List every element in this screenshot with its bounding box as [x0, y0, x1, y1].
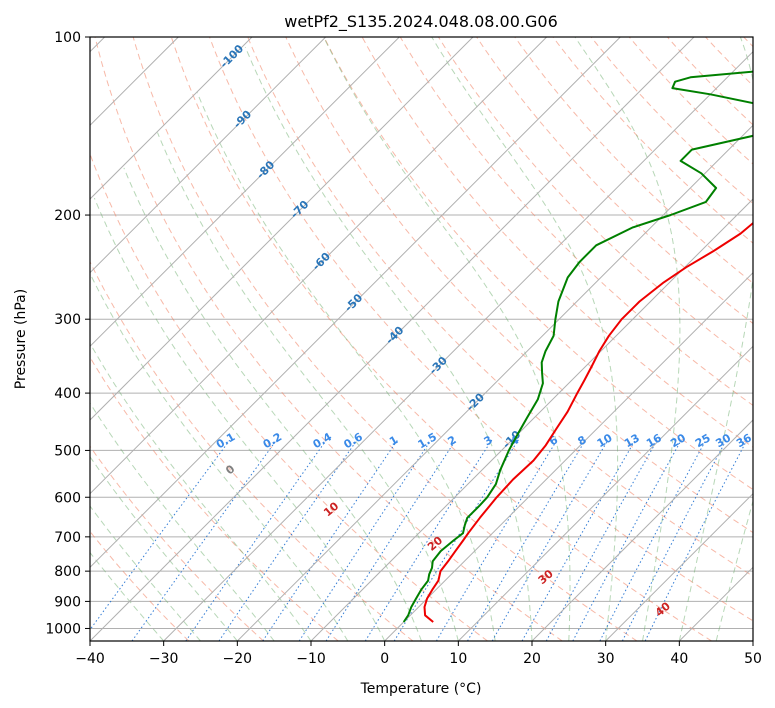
mixing-ratio-line: [90, 439, 231, 631]
x-tick-label: 30: [597, 651, 615, 667]
dry-adiabat-line: [323, 37, 753, 491]
isotherm-line: [605, 492, 753, 641]
y-tick-label: 600: [54, 490, 81, 506]
x-tick-label: 0: [380, 651, 389, 667]
moist-adiabat-line: [244, 46, 533, 641]
pressure-grid: [90, 37, 753, 629]
dry-adiabat-line: [90, 445, 264, 641]
skewed-isotherms: [90, 37, 753, 641]
y-tick-label: 1000: [45, 621, 81, 637]
x-tick-label: −20: [223, 651, 253, 667]
y-tick-label: 700: [54, 530, 81, 546]
mixing-ratio-line: [185, 439, 327, 641]
x-axis-title: Temperature (°C): [360, 681, 482, 697]
y-tick-label: 500: [54, 443, 81, 459]
mixing-ratio-line: [298, 439, 432, 641]
mixing-ratio-line: [545, 439, 658, 641]
dry-adiabat-line: [399, 37, 753, 407]
isotherm-line: [90, 37, 695, 641]
dry-adiabat-line: [132, 37, 638, 641]
moist-adiabat-line: [196, 92, 496, 641]
moist-adiabat-line: [123, 167, 422, 641]
isotherm-line: [90, 37, 621, 569]
moist-adiabat-line: [93, 197, 386, 641]
moist-adiabat-line: [715, 499, 753, 641]
y-tick-label: 400: [54, 386, 81, 402]
isotherm-line: [90, 37, 400, 348]
dry-adiabat-line: [628, 37, 753, 165]
y-tick-label: 200: [54, 208, 81, 224]
moist-adiabat-line: [157, 132, 459, 641]
isotherm-line: [90, 37, 548, 495]
x-tick-label: −40: [75, 651, 105, 667]
x-tick-label: −10: [296, 651, 326, 667]
dry-adiabat-line: [514, 37, 753, 284]
mixing-ratio-line: [325, 439, 457, 641]
x-axis-ticks: −40 −30 −20 −10 0 10 20 30 40 50: [75, 641, 762, 667]
dry-adiabat-line: [247, 37, 753, 577]
y-tick-label: 800: [54, 564, 81, 580]
moist-adiabat-line: [90, 505, 201, 641]
mixing-ratio-lines: [90, 439, 748, 641]
dry-adiabat-line: [590, 37, 753, 205]
isotherm-line: [90, 37, 253, 200]
mixing-ratio-line: [218, 439, 358, 641]
moist-adiabat-line: [90, 342, 312, 641]
mixing-ratio-line: [467, 439, 586, 641]
moist-adiabat-line: [678, 37, 753, 641]
isotherm-line: [163, 50, 753, 641]
plot-area: -100-90-80-70-60-50-40-30-20-100.1 0.2 0.4…: [90, 37, 754, 641]
dry-adiabat-line: [94, 37, 563, 641]
moist-adiabat-line: [574, 37, 681, 641]
x-tick-label: 40: [670, 651, 688, 667]
y-tick-label: 300: [54, 312, 81, 328]
mixing-ratio-line: [491, 439, 609, 641]
x-tick-label: 10: [449, 651, 467, 667]
temperature-profile-line: [423, 221, 753, 623]
mixing-ratio-line: [364, 439, 493, 641]
dry-adiabat-line: [90, 260, 414, 641]
isotherm-line: [90, 37, 327, 274]
x-tick-label: 20: [523, 651, 541, 667]
y-axis-title: Pressure (hPa): [13, 289, 29, 389]
dry-adiabat-line: [476, 37, 753, 325]
plot-frame: [89, 36, 754, 642]
isotherm-line: [384, 271, 753, 641]
moist-adiabat-line: [90, 455, 238, 641]
mixing-ratio-line: [262, 439, 399, 641]
moist-adiabat-line: [323, 37, 571, 641]
y-tick-label: 100: [54, 30, 81, 46]
isotherm-line: [90, 37, 474, 421]
mixing-ratio-label: 36: [734, 431, 754, 450]
dewpoint-profile-line: [402, 70, 753, 623]
dry-adiabat-line: [209, 37, 753, 622]
isotherm-line: [531, 419, 753, 641]
moist-adiabat-line: [431, 37, 619, 641]
isotherm-line: [457, 345, 753, 641]
x-tick-label: 50: [744, 651, 762, 667]
y-axis-ticks: 100 200 300 400 500 600 700 800 900 1000: [45, 30, 90, 637]
sounding-series: [402, 70, 753, 623]
chart-title: wetPf2_S135.2024.048.08.00.G06: [284, 12, 558, 32]
isotherm-line: [310, 198, 753, 641]
mixing-ratio-line: [521, 439, 636, 641]
mixing-ratio-line: [644, 439, 748, 641]
y-tick-label: 900: [54, 594, 81, 610]
mixing-ratio-line: [435, 439, 558, 641]
moist-adiabat-line: [90, 272, 349, 641]
x-tick-label: −30: [149, 651, 179, 667]
